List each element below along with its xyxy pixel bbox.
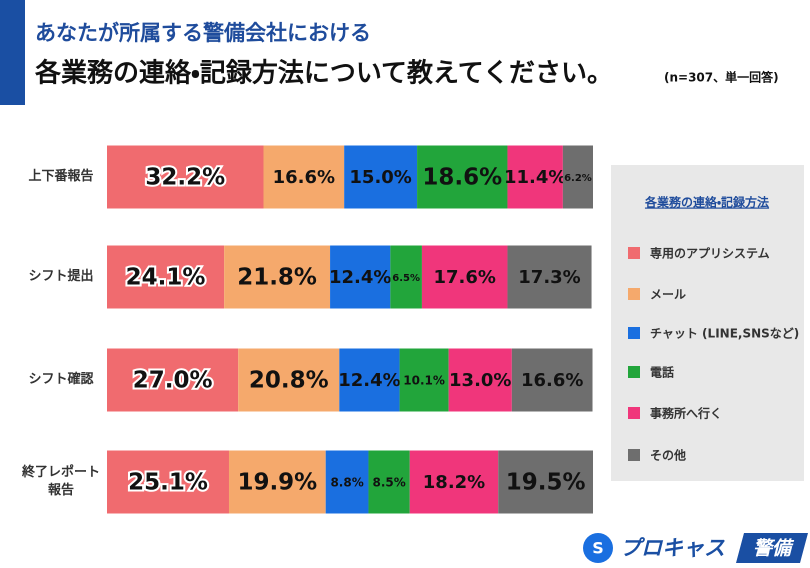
value-label: 16.6% bbox=[521, 370, 583, 391]
value-label: 25.1% bbox=[128, 470, 208, 496]
value-label: 11.4% bbox=[504, 167, 566, 188]
value-label: 10.1% bbox=[403, 374, 445, 388]
bar-segment bbox=[107, 348, 239, 412]
bar-segment bbox=[330, 245, 391, 309]
bar-segment bbox=[507, 245, 592, 309]
value-label: 19.9% bbox=[237, 470, 317, 496]
value-label: 19.5% bbox=[506, 470, 586, 496]
logo-badge-text: 警備 bbox=[753, 538, 795, 560]
category-label: シフト確認 bbox=[28, 372, 94, 387]
legend-swatch bbox=[628, 407, 640, 419]
legend-swatch bbox=[628, 247, 640, 259]
chart-subtitle: 各業務の連絡・記録方法について教えてください。 bbox=[34, 58, 613, 89]
value-label: 24.1% bbox=[126, 265, 206, 291]
category-label: 上下番報告 bbox=[28, 169, 94, 184]
value-label: 20.8% bbox=[249, 368, 329, 394]
legend-swatch bbox=[628, 327, 640, 339]
bar-segment bbox=[417, 145, 508, 209]
header-accent bbox=[0, 0, 25, 105]
value-label: 17.6% bbox=[433, 267, 495, 288]
legend-label: チャット (LINE,SNSなど) bbox=[650, 327, 799, 341]
value-label: 12.4% bbox=[338, 370, 400, 391]
bar-segment bbox=[228, 450, 326, 514]
value-label: 15.0% bbox=[349, 167, 411, 188]
logo-badge bbox=[736, 533, 808, 563]
bar-segment bbox=[511, 348, 593, 412]
value-label: 12.4% bbox=[329, 267, 391, 288]
legend-box bbox=[611, 165, 804, 481]
value-label: 6.2% bbox=[564, 173, 592, 184]
bar-segment bbox=[507, 145, 563, 209]
bar-segment bbox=[238, 348, 340, 412]
legend-swatch bbox=[628, 449, 640, 461]
value-label: 27.0% bbox=[133, 368, 213, 394]
value-label: 17.3% bbox=[518, 267, 580, 288]
bar-segment bbox=[399, 348, 449, 412]
bar-segment bbox=[390, 245, 422, 309]
legend-label: 専用のアプリシステム bbox=[650, 246, 770, 261]
legend-label: メール bbox=[650, 288, 686, 302]
legend-swatch bbox=[628, 366, 640, 378]
bar-segment bbox=[224, 245, 331, 309]
bar-segment bbox=[421, 245, 508, 309]
value-label: 13.0% bbox=[449, 370, 511, 391]
bar-segment bbox=[107, 450, 229, 514]
value-label: 6.5% bbox=[392, 273, 420, 284]
category-label: シフト提出 bbox=[28, 269, 94, 284]
value-label: 21.8% bbox=[237, 265, 317, 291]
value-label: 8.5% bbox=[372, 476, 405, 490]
bar-segment bbox=[339, 348, 400, 412]
legend-label: 電話 bbox=[650, 365, 674, 380]
bar-segment bbox=[368, 450, 410, 514]
logo-text: プロキャス bbox=[620, 536, 725, 560]
bar-segment bbox=[107, 145, 264, 209]
chart-title: あなたが所属する警備会社における bbox=[35, 21, 371, 45]
bar-segment bbox=[498, 450, 593, 514]
bar-segment bbox=[448, 348, 512, 412]
bar-segment bbox=[325, 450, 369, 514]
logo: S プロキャス 警備 bbox=[583, 533, 808, 563]
bar-segment bbox=[263, 145, 345, 209]
value-label: 16.6% bbox=[273, 167, 335, 188]
legend-label: その他 bbox=[650, 448, 686, 463]
bar-segment bbox=[562, 145, 593, 209]
value-label: 18.6% bbox=[422, 165, 502, 191]
bar-segment bbox=[409, 450, 499, 514]
bar-segment bbox=[107, 245, 225, 309]
category-label: 終了レポート報告 bbox=[21, 465, 100, 498]
logo-icon bbox=[583, 533, 613, 563]
bar-segment bbox=[344, 145, 418, 209]
value-label: 8.8% bbox=[330, 476, 363, 490]
legend-title: 各業務の連絡・記録方法 bbox=[644, 195, 769, 210]
logo-icon-glyph: S bbox=[592, 539, 604, 558]
legend-swatch bbox=[628, 288, 640, 300]
value-label: 18.2% bbox=[423, 472, 485, 493]
chart-note: (n=307、単一回答) bbox=[664, 70, 779, 85]
legend-label: 事務所へ行く bbox=[650, 406, 722, 421]
value-label: 32.2% bbox=[145, 165, 225, 191]
